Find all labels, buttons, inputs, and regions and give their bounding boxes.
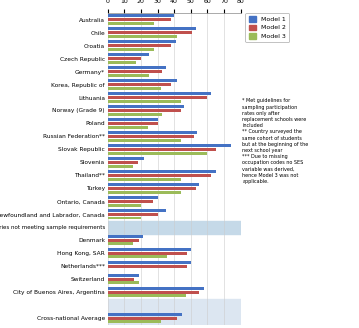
Bar	[108, 126, 148, 129]
Bar	[108, 79, 177, 82]
Bar	[108, 31, 192, 34]
Bar	[108, 170, 216, 173]
Bar	[108, 200, 153, 203]
Bar	[108, 196, 158, 199]
Bar	[108, 177, 181, 180]
Bar	[108, 92, 211, 95]
Bar	[108, 148, 216, 151]
Bar	[108, 216, 141, 219]
Bar	[108, 118, 158, 121]
Bar	[108, 299, 241, 312]
Bar	[108, 191, 181, 194]
Bar	[108, 312, 241, 325]
Bar	[108, 291, 199, 294]
Bar	[108, 105, 184, 108]
Bar	[108, 317, 177, 320]
Text: * Met guidelines for
sampling participation
rates only after
replacement schools: * Met guidelines for sampling participat…	[242, 98, 309, 184]
Bar	[108, 44, 171, 47]
Bar	[108, 187, 196, 190]
Bar	[108, 213, 158, 216]
Bar	[108, 161, 137, 164]
Bar	[108, 152, 208, 154]
Bar	[108, 113, 163, 116]
Bar	[108, 295, 186, 297]
Bar	[108, 252, 187, 255]
Bar	[108, 122, 158, 125]
Bar	[108, 313, 182, 316]
Bar	[108, 278, 134, 281]
Bar	[108, 48, 154, 51]
Bar	[108, 14, 174, 17]
Bar	[108, 235, 143, 238]
Bar	[108, 96, 208, 99]
Bar	[108, 109, 181, 112]
Bar	[108, 239, 139, 242]
Bar	[108, 221, 241, 234]
Bar	[108, 135, 194, 138]
Bar	[108, 35, 177, 38]
Bar	[108, 320, 161, 323]
Bar	[108, 40, 176, 43]
Bar	[108, 209, 166, 212]
Bar	[108, 66, 166, 70]
Bar	[108, 144, 230, 147]
Bar	[108, 131, 197, 134]
Bar	[108, 183, 199, 186]
Bar	[108, 165, 132, 168]
Bar	[108, 74, 149, 77]
Legend: Model 1, Model 2, Model 3: Model 1, Model 2, Model 3	[246, 13, 289, 42]
Bar	[108, 61, 136, 64]
Bar	[108, 274, 139, 277]
Bar	[108, 87, 161, 90]
Bar	[108, 139, 181, 142]
Bar	[108, 174, 211, 177]
Bar	[108, 157, 144, 160]
Bar	[108, 57, 141, 60]
Bar	[108, 242, 132, 245]
Bar	[108, 53, 149, 56]
Bar	[108, 18, 171, 21]
Bar	[108, 100, 181, 103]
Bar	[108, 203, 141, 207]
Bar	[108, 256, 167, 258]
Bar	[108, 28, 196, 31]
Bar	[108, 70, 163, 73]
Bar	[108, 22, 154, 25]
Bar	[108, 261, 191, 264]
Bar	[108, 265, 187, 268]
Bar	[108, 287, 204, 290]
Bar	[108, 83, 171, 86]
Bar	[108, 281, 139, 284]
Bar	[108, 248, 191, 251]
